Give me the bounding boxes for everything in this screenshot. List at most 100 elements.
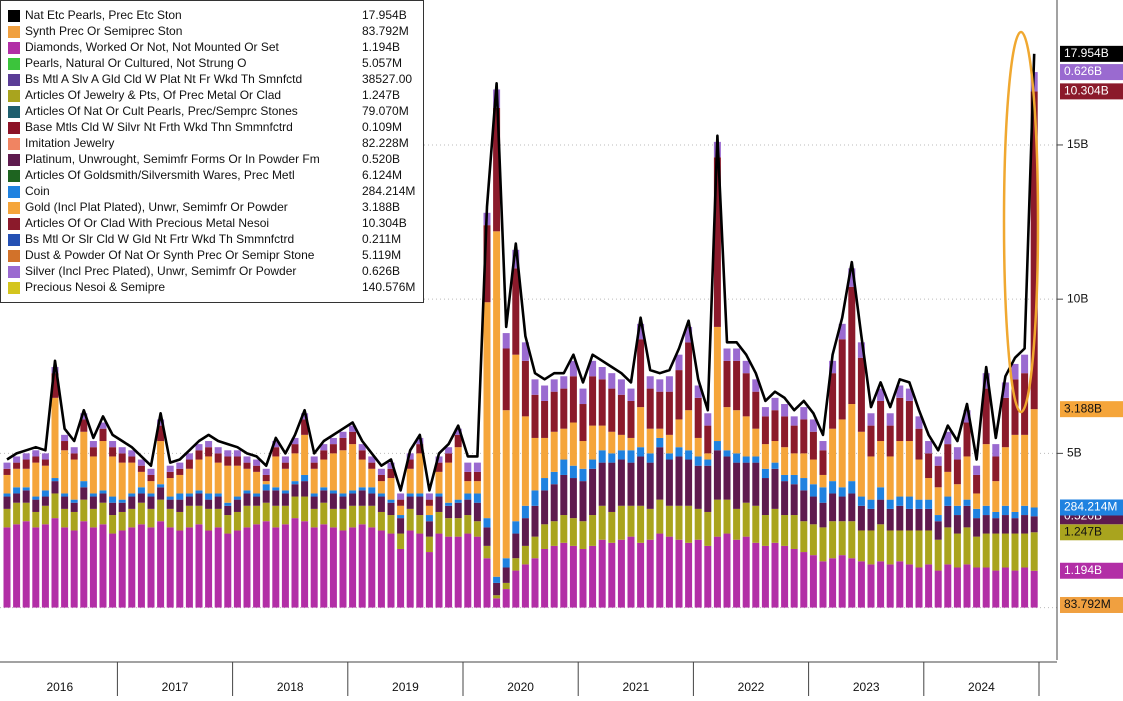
bar-segment [550, 545, 558, 608]
bar-segment [848, 404, 856, 482]
x-tick-label: 2021 [622, 680, 649, 694]
bar-segment [358, 450, 366, 460]
bar-segment [790, 453, 798, 475]
bar-segment [771, 397, 779, 411]
bar-segment [790, 515, 798, 549]
legend-value: 0.626B [362, 264, 400, 278]
bar-segment [176, 530, 184, 608]
bar-segment [195, 505, 203, 525]
bar-segment [848, 268, 856, 287]
bar-segment [224, 465, 232, 503]
bar-segment [320, 450, 328, 460]
bar-segment [109, 533, 117, 608]
bar-segment [445, 502, 453, 506]
bar-segment [857, 505, 865, 531]
bar-segment [963, 564, 971, 608]
bar-segment [99, 493, 107, 503]
bar-segment [329, 508, 337, 528]
y-tick-label: 15B [1067, 137, 1088, 151]
bar-segment [32, 450, 40, 457]
bar-segment [454, 499, 462, 503]
bar-segment [982, 373, 990, 389]
bar-segment [637, 542, 645, 608]
bar-segment [80, 499, 88, 522]
bar-segment [310, 468, 318, 494]
bar-segment [665, 505, 673, 537]
bar-segment [425, 536, 433, 553]
bar-segment [243, 505, 251, 528]
bar-segment [397, 493, 405, 500]
bar-segment [829, 373, 837, 429]
bar-segment [377, 474, 385, 482]
bar-segment [253, 471, 261, 494]
bar-segment [992, 511, 1000, 519]
bar-segment [589, 515, 597, 546]
bar-segment [349, 490, 357, 494]
bar-segment [521, 342, 529, 361]
bar-segment [742, 502, 750, 537]
bar-segment [838, 521, 846, 556]
bar-segment [531, 437, 539, 491]
bar-segment [320, 524, 328, 608]
bar-segment [953, 515, 961, 534]
bar-segment [694, 397, 702, 438]
legend-value: 0.109M [362, 120, 402, 134]
bar-segment [233, 450, 241, 457]
legend-label: Gold (Incl Plat Plated), Unwr, Semimfr O… [25, 200, 288, 214]
bar-segment [723, 450, 731, 457]
bar-segment [809, 524, 817, 556]
legend-value: 83.792M [362, 24, 409, 38]
bar-segment [301, 496, 309, 522]
bar-segment [589, 468, 597, 516]
bar-segment [320, 487, 328, 491]
bar-segment [829, 481, 837, 494]
bar-segment [493, 576, 501, 583]
bar-segment [32, 496, 40, 500]
bar-segment [934, 487, 942, 516]
axis-tag [1060, 401, 1123, 418]
bar-segment [771, 468, 779, 509]
bar-segment [89, 493, 97, 497]
bar-segment [493, 107, 501, 232]
bar-segment [205, 456, 213, 494]
axis-tag-label: 83.792M [1064, 597, 1111, 611]
bar-segment [147, 508, 155, 528]
bar-segment [464, 462, 472, 472]
bar-segment [541, 548, 549, 608]
bar-segment [550, 521, 558, 546]
bar-segment [70, 447, 78, 454]
bar-segment [608, 373, 616, 389]
bar-segment [233, 456, 241, 466]
bar-segment [675, 419, 683, 448]
bar-segment [685, 542, 693, 608]
bar-segment [569, 478, 577, 519]
bar-segment [550, 484, 558, 522]
bar-segment [838, 323, 846, 340]
axis-tag [1060, 45, 1123, 62]
bar-segment [675, 456, 683, 506]
bar-segment [521, 518, 529, 546]
bar-segment [233, 499, 241, 512]
bar-segment [310, 496, 318, 509]
bar-segment [483, 558, 491, 608]
bar-segment [733, 453, 741, 463]
bar-segment [704, 465, 712, 512]
bar-segment [483, 545, 491, 559]
bar-segment [752, 542, 760, 608]
bar-segment [877, 487, 885, 500]
bar-segment [992, 456, 1000, 482]
legend-label: Base Mtls Cld W Silvr Nt Frth Wkd Thn Sm… [25, 120, 293, 134]
bar-segment [157, 419, 165, 426]
bar-segment [781, 515, 789, 546]
bar-segment [877, 441, 885, 488]
bar-segment [397, 533, 405, 549]
bar-segment [118, 499, 126, 503]
bar-segment [800, 490, 808, 522]
bar-segment [176, 499, 184, 512]
bar-segment [646, 539, 654, 608]
bar-segment [157, 425, 165, 442]
bar-segment [752, 462, 760, 506]
bar-segment [733, 348, 741, 361]
bar-segment [646, 388, 654, 429]
bar-segment [829, 493, 837, 522]
